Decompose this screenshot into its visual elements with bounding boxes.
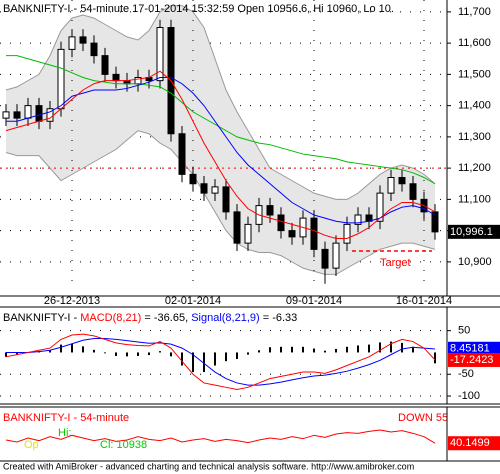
y-tick-label: 11,300: [458, 131, 491, 143]
candle-body: [79, 36, 87, 44]
value-box-label: 40.1499: [450, 437, 490, 449]
candle-body: [101, 55, 109, 75]
y-tick-label: -50: [458, 368, 474, 380]
title-part: Signal(8,21,9): [191, 312, 260, 324]
candle-body: [189, 173, 197, 185]
title-part: MACD(8,21): [80, 312, 141, 324]
candle-body: [57, 48, 65, 110]
macd-line: [5, 333, 436, 391]
candle-body: [288, 230, 296, 238]
value-box: [448, 352, 500, 367]
info-label: Op: [24, 439, 39, 451]
candle-body: [398, 177, 406, 185]
x-tick-label: 26-12-2013: [44, 295, 100, 307]
x-tick-label: 02-01-2014: [165, 295, 221, 307]
info-label: Hi:: [58, 427, 71, 439]
band-line: [5, 5, 436, 200]
candle-body: [387, 177, 395, 194]
ma-line: [6, 55, 436, 185]
title-part: = -36.65,: [141, 312, 191, 324]
y-tick-label: 11,100: [458, 193, 491, 205]
indicator-line: [5, 429, 436, 444]
macd-line: [6, 338, 436, 386]
x-tick-label: 09-01-2014: [286, 295, 342, 307]
y-tick-label: 10,900: [458, 256, 492, 268]
candle-body: [24, 105, 32, 119]
y-tick-label: 11,400: [458, 100, 491, 112]
candle-body: [310, 217, 318, 250]
info-label: Cl: 10938: [100, 439, 147, 451]
candle-body: [90, 42, 98, 57]
value-box: [448, 436, 500, 451]
x-tick-label: 16-01-2014: [396, 295, 452, 307]
candle-body: [354, 214, 362, 225]
candle-body: [244, 223, 252, 244]
candle-body: [211, 186, 219, 194]
candle-body: [233, 211, 241, 244]
title-part: BANKNIFTY-I -: [3, 312, 80, 324]
y-tick-label: 11,200: [458, 162, 491, 174]
band-line: [5, 130, 436, 275]
value-box: [448, 341, 500, 356]
candle-body: [68, 36, 76, 50]
candle-body: [35, 105, 43, 122]
candle-body: [343, 223, 351, 244]
signal-label: DOWN 55: [398, 412, 448, 424]
footer: Created with AmiBroker - advanced charti…: [3, 461, 414, 471]
value-box-label: 8.45181: [450, 343, 490, 355]
chart-title: BANKNIFTY-I - MACD(8,21) = -36.65, Signa…: [3, 312, 297, 324]
ma-line: [5, 70, 436, 239]
y-tick-label: 11,600: [458, 37, 491, 49]
y-tick-label: 11,500: [458, 68, 491, 80]
y-tick-label: 11,700: [458, 6, 491, 18]
value-box-label: -17.2423: [450, 354, 493, 366]
title-part: = -6.33: [260, 312, 298, 324]
candle-body: [13, 111, 21, 119]
value-box-label: 10,996.1: [450, 226, 493, 238]
band-fill: [6, 5, 435, 275]
candle-body: [200, 183, 208, 194]
candle-body: [178, 133, 186, 175]
panel: BANKNIFTY-I - 54-minute 17-01-2014 15:32…: [0, 0, 447, 290]
candle-body: [156, 27, 164, 82]
chart-title: BANKNIFTY-I - 54-minute: [3, 412, 129, 424]
candle-body: [277, 214, 285, 232]
candle-body: [409, 183, 417, 200]
panel: BANKNIFTY-I - 54-minute DOWN 55 Hi: Op Cl: 1…: [3, 412, 448, 451]
y-tick-label: -100: [458, 390, 480, 402]
candle-body: [266, 205, 274, 216]
annotation: Target: [380, 257, 411, 269]
candle-body: [376, 192, 384, 222]
candle-body: [321, 248, 329, 269]
value-box: [448, 224, 500, 239]
chart-title: BANKNIFTY-I - 54-minute 17-01-2014 15:32…: [3, 3, 394, 15]
panel: BANKNIFTY-I - MACD(8,21) = -36.65, Signa…: [0, 312, 447, 397]
candle-body: [2, 111, 10, 119]
candle-body: [332, 242, 340, 269]
y-tick-label: 50: [458, 325, 470, 337]
candle-body: [222, 186, 230, 213]
candle-body: [112, 73, 120, 82]
